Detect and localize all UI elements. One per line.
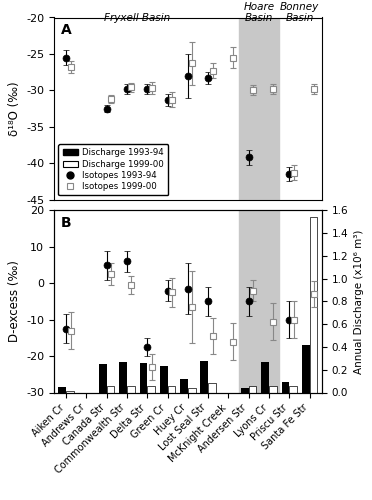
- Bar: [282, 382, 289, 392]
- Bar: [238, 210, 279, 392]
- Bar: [167, 386, 175, 392]
- Y-axis label: D-excess (‰): D-excess (‰): [7, 260, 20, 342]
- Text: Hoare
Basin: Hoare Basin: [243, 2, 275, 24]
- Bar: [302, 344, 310, 393]
- Bar: [241, 388, 249, 392]
- Bar: [208, 384, 216, 392]
- Y-axis label: Annual Discharge (x10⁶ m³): Annual Discharge (x10⁶ m³): [354, 230, 364, 374]
- Bar: [249, 386, 256, 392]
- Bar: [147, 386, 155, 392]
- Bar: [119, 362, 127, 392]
- Bar: [238, 18, 279, 200]
- Bar: [188, 388, 196, 392]
- Text: A: A: [61, 23, 71, 37]
- Legend: Discharge 1993-94, Discharge 1999-00, Isotopes 1993-94, Isotopes 1999-00: Discharge 1993-94, Discharge 1999-00, Is…: [58, 144, 169, 195]
- Bar: [261, 362, 269, 392]
- Bar: [140, 363, 147, 392]
- Text: Fryxell Basin: Fryxell Basin: [104, 14, 170, 24]
- Bar: [310, 218, 317, 392]
- Bar: [107, 386, 115, 392]
- Bar: [289, 386, 297, 392]
- Bar: [127, 386, 135, 392]
- Y-axis label: δ¹⁸O (‰): δ¹⁸O (‰): [7, 81, 20, 136]
- Bar: [58, 387, 66, 392]
- Text: Bonney
Basin: Bonney Basin: [280, 2, 319, 24]
- Bar: [201, 360, 208, 392]
- Bar: [160, 366, 167, 392]
- Bar: [99, 364, 107, 392]
- Bar: [180, 379, 188, 392]
- Text: B: B: [61, 216, 71, 230]
- Bar: [269, 386, 277, 392]
